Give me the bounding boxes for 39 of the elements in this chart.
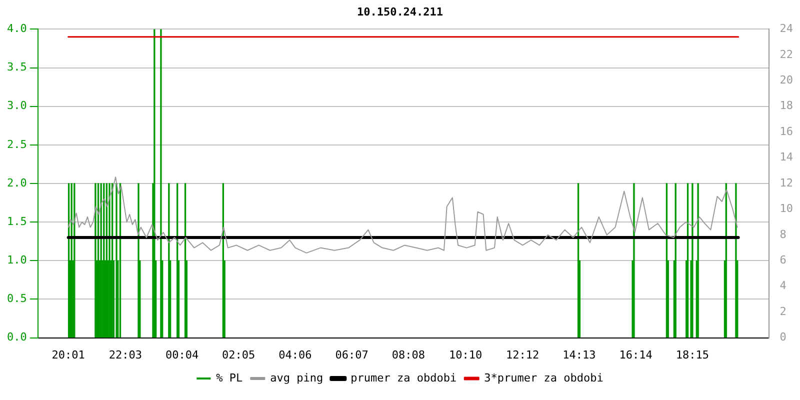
y2-tick-label: 0 [780,330,786,344]
y2-tick-label: 24 [780,22,794,36]
x-tick-label: 06:07 [335,348,368,362]
y-tick-label: 2.0 [6,176,27,190]
legend-label: prumer za obdobi [350,371,457,384]
x-tick-label: 12:12 [506,348,540,362]
x-tick-label: 14:13 [562,348,596,362]
y-tick-label: 0.0 [6,330,27,344]
x-tick-label: 10:10 [448,348,482,362]
x-tick-label: 08:08 [392,348,426,362]
y2-tick-label: 14 [780,150,794,164]
legend-label: 3*prumer za obdobi [484,371,604,384]
y2-tick-label: 18 [780,99,794,112]
x-tick-label: 16:14 [619,348,653,362]
y2-tick-label: 12 [780,176,794,190]
y2-tick-label: 16 [780,124,794,138]
y2-tick-label: 2 [780,304,786,318]
y2-tick-label: 6 [780,254,786,267]
y-tick-label: 1.0 [6,254,27,267]
y-tick-label: 1.5 [6,214,27,228]
x-tick-label: 22:03 [108,348,142,362]
y2-tick-label: 4 [780,279,787,292]
y-tick-label: 3.0 [6,99,27,112]
x-tick-label: 20:01 [52,348,85,362]
x-tick-label: 00:04 [165,348,199,362]
y-tick-label: 4.0 [6,22,27,36]
x-tick-label: 04:06 [278,348,312,362]
y2-tick-label: 8 [780,228,786,241]
chart-title: 10.150.24.211 [356,5,444,18]
y-tick-label: 0.5 [6,292,27,306]
y-tick-label: 2.5 [6,138,27,151]
x-tick-label: 02:05 [222,348,256,362]
y2-tick-label: 10 [780,202,794,216]
legend-label: % PL [216,371,244,384]
x-tick-label: 18:15 [676,348,710,362]
y-tick-label: 3.5 [6,60,27,74]
y2-tick-label: 20 [780,73,794,86]
legend-label: avg ping [270,371,324,384]
y2-tick-label: 22 [780,48,794,61]
